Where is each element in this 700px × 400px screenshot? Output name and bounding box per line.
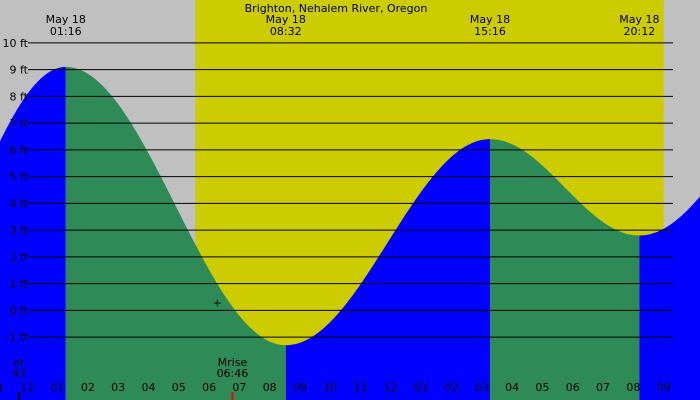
y-tick-label: 2 ft [10,251,29,264]
moonrise-time: 06:46 [217,367,249,380]
y-tick-label: 7 ft [10,117,29,130]
x-tick-label: 07 [232,381,246,394]
y-tick-label: 9 ft [10,64,29,77]
tide-date-label: May 18 [266,13,306,26]
x-tick-label: 03 [111,381,125,394]
tide-date-label: May 18 [46,13,86,26]
moonset-label: et [13,356,25,369]
falling-tide-segment [490,139,640,400]
x-tick-label: 08 [263,381,277,394]
tide-date-label: May 18 [619,13,659,26]
x-tick-label: 10 [323,381,337,394]
current-time-marker: + [213,296,222,309]
x-tick-label: 06 [202,381,216,394]
moonrise-label: Mrise [218,356,248,369]
x-tick-label: 02 [81,381,95,394]
x-tick-label: 11 [0,381,4,394]
tide-time-label: 08:32 [270,25,302,38]
y-tick-labels: 10 ft 9 ft 8 ft 7 ft 6 ft 5 ft 4 ft 3 ft 2 ft 1 f… [3,37,29,344]
rising-tide-segment [285,139,490,400]
y-tick-label: 1 ft [10,278,29,291]
tide-time-label: 15:16 [474,25,506,38]
x-tick-label: 05 [172,381,186,394]
tide-area-layer [0,66,700,400]
x-tick-label: 05 [535,381,549,394]
y-tick-label: 0 ft [10,304,29,317]
x-tick-label: 12 [384,381,398,394]
x-tick-label: 01 [51,381,65,394]
tide-time-label: 01:16 [50,25,82,38]
y-tick-label: 5 ft [10,171,29,184]
x-tick-label: 01 [414,381,428,394]
tide-date-label: May 18 [470,13,510,26]
y-tick-label: 4 ft [10,197,29,210]
x-tick-label: 07 [596,381,610,394]
x-tick-label: 08 [626,381,640,394]
x-tick-label: 09 [657,381,671,394]
y-tick-label: 3 ft [10,224,29,237]
x-tick-label: 11 [354,381,368,394]
y-tick-label: 10 ft [3,37,29,50]
gridline-layer [28,42,673,338]
x-tick-label: 04 [141,381,155,394]
rising-tide-segment [639,196,700,400]
tide-time-label: 20:12 [624,25,656,38]
y-tick-label: 6 ft [10,144,29,157]
x-tick-label: 09 [293,381,307,394]
moonset-time: 43 [12,367,26,380]
chart-title: Brighton, Nehalem River, Oregon [245,2,428,15]
x-tick-label: 12 [20,381,34,394]
y-tick-label: -1 ft [6,331,29,344]
y-tick-label: 8 ft [10,90,29,103]
x-tick-label: 04 [505,381,519,394]
x-tick-label: 06 [566,381,580,394]
x-tick-label: 02 [445,381,459,394]
x-tick-labels: 11 12 01 02 03 04 05 06 07 08 09 10 11 12 01 02 03 04 05 06… [0,381,671,394]
x-tick-label: 03 [475,381,489,394]
